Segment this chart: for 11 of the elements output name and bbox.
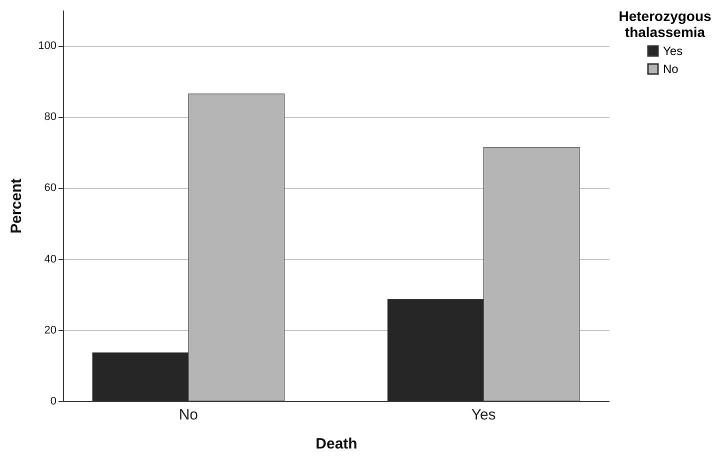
y-tick-label: 20 [44,324,56,336]
y-tick-label: 100 [38,40,56,52]
y-tick-label: 80 [44,111,56,124]
y-axis-title: Percent [8,178,26,234]
y-tick-label: 40 [44,253,56,266]
legend-label: No [663,62,679,76]
x-axis-title: Death [316,436,358,452]
y-tick-label: 0 [50,396,56,408]
legend-label: Yes [663,44,683,58]
y-tick-label: 60 [44,182,56,194]
legend-title: Heterozygous thalassemia [618,8,712,40]
